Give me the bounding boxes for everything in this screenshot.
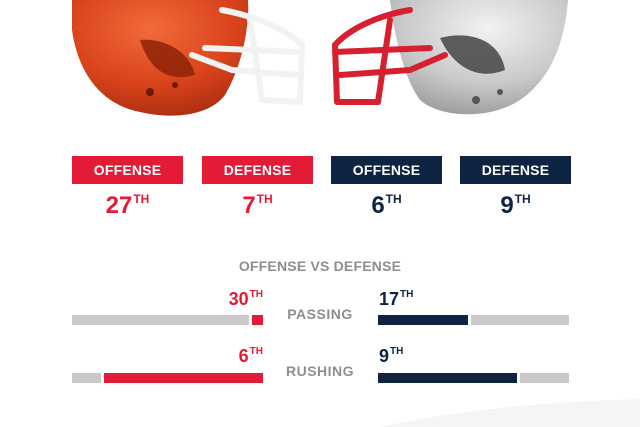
rank-number: 6 [238,346,249,366]
left-defense-badge: DEFENSE [202,156,313,184]
rank-suffix: TH [514,192,531,206]
bar-fill [252,315,263,325]
silver-football-helmet-icon [332,0,568,115]
rank-number: 30 [228,289,249,309]
rank-suffix: TH [390,346,404,357]
passing-left-bar [72,315,263,325]
right-offense-rank: 6TH [331,190,442,225]
matchup-title: OFFENSE VS DEFENSE [238,258,402,274]
left-defense-rank: 7TH [202,190,313,225]
rushing-right-bar [378,373,569,383]
left-offense-rank: 27TH [72,190,183,225]
bar-gap [101,373,104,383]
rank-number: 27 [105,192,133,219]
bar-fill [378,373,517,383]
rushing-label: RUSHING [285,363,355,379]
decorative-swoosh [380,399,640,427]
rushing-left-bar [72,373,263,383]
bar-gap [249,315,252,325]
passing-right-bar [378,315,569,325]
rank-number: 6 [371,192,385,219]
right-defense-rank: 9TH [460,190,571,225]
bar-gap [468,315,471,325]
passing-left-rank: 30TH [203,288,263,314]
passing-right-rank: 17TH [379,288,439,314]
rank-number: 7 [242,192,256,219]
rank-suffix: TH [385,192,402,206]
bar-gap [517,373,520,383]
rank-number: 9 [379,346,390,366]
rank-number: 9 [500,192,514,219]
passing-label: PASSING [287,306,353,322]
right-defense-badge: DEFENSE [460,156,571,184]
red-football-helmet-icon [72,0,305,116]
rank-suffix: TH [400,289,414,300]
rank-suffix: TH [249,346,263,357]
rank-suffix: TH [256,192,273,206]
rushing-right-rank: 9TH [379,345,439,371]
left-offense-badge: OFFENSE [72,156,183,184]
helmets-graphic [0,0,640,125]
rank-suffix: TH [249,289,263,300]
rank-suffix: TH [133,192,150,206]
right-offense-badge: OFFENSE [331,156,442,184]
bar-fill [104,373,263,383]
rushing-left-rank: 6TH [203,345,263,371]
bar-fill [378,315,468,325]
rank-number: 17 [379,289,400,309]
